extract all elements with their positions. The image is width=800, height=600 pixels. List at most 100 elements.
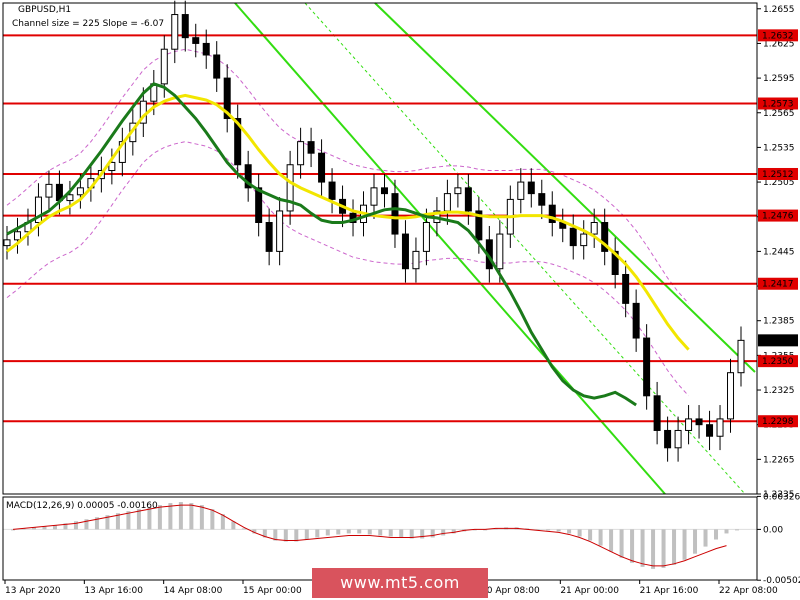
- macd-bar: [220, 514, 225, 530]
- macd-bar: [451, 529, 456, 534]
- candle-body: [401, 233, 409, 270]
- candle-body: [76, 187, 84, 196]
- macd-bar: [168, 503, 173, 530]
- candle-body: [108, 161, 116, 172]
- macd-bar: [567, 529, 572, 534]
- macd-bar: [136, 509, 141, 530]
- candle-body: [192, 37, 200, 44]
- macd-bar: [126, 511, 131, 530]
- y-tick-label: 1.2595: [763, 74, 795, 84]
- candle-body: [171, 14, 179, 50]
- macd-y-tick-label: -0.00502: [763, 576, 800, 586]
- macd-bar: [388, 529, 393, 537]
- channel-annotation: Channel size = 225 Slope = -6.07: [12, 19, 164, 29]
- macd-bar: [262, 529, 267, 538]
- candle-body: [328, 181, 336, 200]
- candle-body: [286, 164, 294, 212]
- macd-bar: [210, 509, 215, 530]
- macd-bar: [556, 529, 561, 532]
- candle-body: [643, 337, 651, 397]
- candle-body: [202, 42, 210, 56]
- candle-body: [727, 372, 735, 420]
- macd-bar: [367, 529, 372, 535]
- x-tick-label: 13 Apr 16:00: [84, 586, 143, 596]
- x-tick-label: 14 Apr 08:00: [164, 586, 223, 596]
- macd-bar: [525, 528, 530, 530]
- candle-body: [307, 141, 315, 154]
- macd-bar: [294, 529, 299, 542]
- macd-bar: [231, 521, 236, 530]
- level-label: 1.2298: [762, 417, 794, 427]
- macd-bar: [735, 529, 739, 531]
- candle-body: [706, 424, 714, 437]
- level-label-bg: [758, 97, 798, 110]
- macd-bar: [11, 529, 15, 531]
- macd-bar: [493, 528, 498, 530]
- macd-signal-line: [12, 504, 727, 567]
- macd-bar: [672, 529, 677, 565]
- x-tick-label: 20 Apr 08:00: [481, 586, 540, 596]
- macd-bar: [598, 529, 603, 546]
- candle-body: [601, 222, 609, 252]
- candle-body: [580, 233, 588, 247]
- macd-bar: [630, 529, 635, 563]
- macd-bar: [441, 529, 446, 536]
- macd-bar: [703, 529, 708, 547]
- candle-body: [265, 222, 273, 252]
- macd-bar: [619, 529, 624, 558]
- candle-body: [496, 233, 504, 270]
- macd-bar: [52, 525, 57, 530]
- macd-bar: [283, 529, 288, 542]
- macd-bar: [304, 529, 309, 540]
- macd-bar: [714, 529, 719, 540]
- level-label: 1.2350: [762, 357, 794, 367]
- candle-body: [590, 222, 598, 235]
- macd-bar: [147, 507, 152, 530]
- y-tick-label: 1.2655: [763, 5, 795, 15]
- macd-label: MACD(12,26,9) 0.00005 -0.00160: [6, 501, 158, 511]
- macd-bar: [346, 529, 351, 534]
- candle-body: [538, 193, 546, 206]
- candle-body: [454, 187, 462, 195]
- channel-upper-line: [374, 2, 756, 373]
- last-price-bg: [758, 334, 798, 347]
- candle-body: [527, 181, 535, 195]
- last-price-label: 1.2368: [762, 336, 794, 346]
- candle-body: [223, 77, 231, 120]
- candle-body: [517, 181, 525, 200]
- level-label: 1.2417: [762, 280, 794, 290]
- level-label: 1.2573: [762, 100, 794, 110]
- macd-bar: [241, 528, 246, 530]
- candle-body: [391, 193, 399, 235]
- macd-bar: [73, 521, 78, 530]
- x-tick-label: 21 Apr 16:00: [640, 586, 699, 596]
- macd-bar: [84, 519, 89, 530]
- level-label-bg: [758, 29, 798, 42]
- candle-body: [297, 141, 305, 166]
- candle-body: [13, 231, 21, 241]
- candle-body: [244, 164, 252, 189]
- level-label-bg: [758, 415, 798, 428]
- candle-body: [685, 418, 693, 431]
- y-tick-label: 1.2535: [763, 143, 795, 153]
- level-label: 1.2512: [762, 170, 794, 180]
- candle-body: [716, 418, 724, 437]
- candle-body: [380, 187, 388, 195]
- ma-yellow-line: [6, 93, 690, 351]
- envelope-lower: [6, 141, 689, 397]
- y-tick-label: 1.2265: [763, 455, 795, 465]
- candle-body: [66, 194, 74, 202]
- macd-bar: [357, 529, 362, 534]
- macd-bar: [315, 529, 320, 538]
- candle-body: [664, 429, 672, 449]
- macd-bar: [273, 529, 278, 541]
- level-label-bg: [758, 167, 798, 180]
- macd-bar: [378, 529, 383, 536]
- macd-bar: [609, 529, 614, 552]
- macd-bar: [588, 529, 593, 541]
- level-label-bg: [758, 277, 798, 290]
- candle-body: [422, 222, 430, 252]
- macd-bar: [420, 529, 425, 539]
- candle-body: [45, 183, 53, 198]
